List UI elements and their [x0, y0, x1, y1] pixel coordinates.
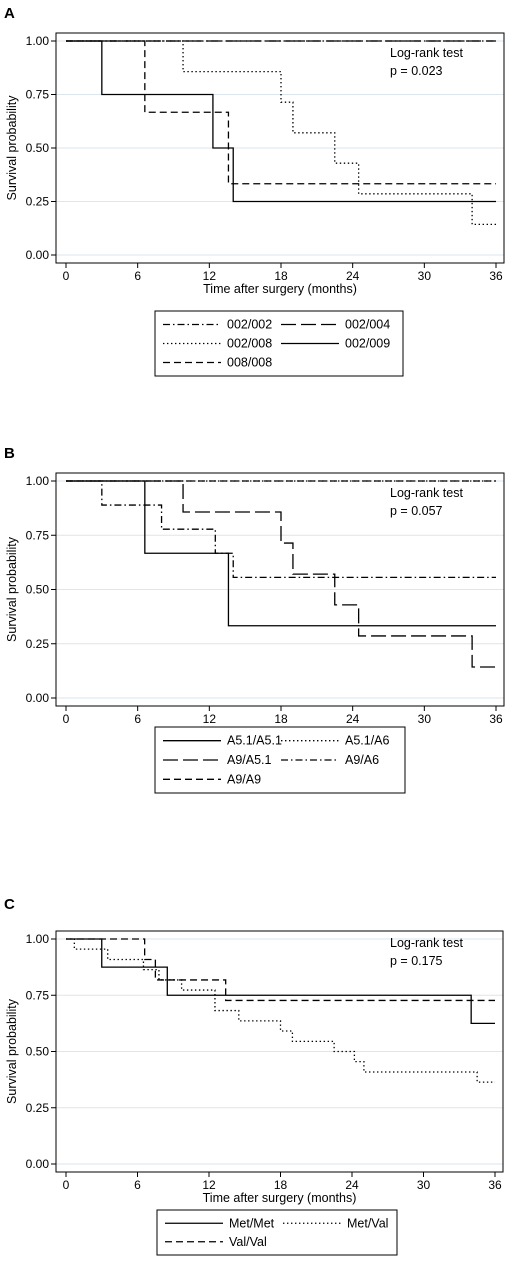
- y-tick-label: 1.00: [26, 34, 50, 48]
- logrank-annotation: Log-rank test: [390, 46, 463, 60]
- logrank-annotation: p = 0.057: [390, 504, 443, 518]
- x-tick-label: 0: [63, 712, 70, 726]
- x-tick-label: 36: [489, 269, 503, 283]
- x-tick-label: 36: [488, 1178, 502, 1192]
- x-tick-label: 6: [134, 712, 141, 726]
- series-line-A5.1/A5.1: [66, 480, 496, 627]
- panel-label: B: [4, 445, 15, 462]
- y-axis-title: Survival probability: [5, 95, 19, 201]
- y-tick-label: 0.50: [26, 583, 50, 597]
- y-tick-label: 0.75: [26, 988, 50, 1002]
- panel-label: A: [4, 5, 15, 22]
- x-tick-label: 24: [346, 712, 360, 726]
- legend-label: 002/008: [227, 337, 272, 351]
- x-tick-label: 6: [134, 1178, 141, 1192]
- series-line-Met/Met: [66, 938, 495, 1025]
- km-chart-a: A 0.00 0.25 0.50 0.75 1.00 0 6 12 18 24 30 36 Time af…: [4, 5, 505, 377]
- panel-label: C: [4, 896, 15, 913]
- y-tick-label: 0.00: [26, 1157, 50, 1171]
- legend-label: Val/Val: [229, 1235, 267, 1249]
- legend-box: [156, 1209, 398, 1256]
- legend-label: A5.1/A6: [345, 734, 390, 748]
- panel-c: C 0.00 0.25 0.50 0.75 1.00 0 6 12 18 24 30 36 Time af…: [0, 884, 511, 1284]
- logrank-annotation: Log-rank test: [390, 936, 463, 950]
- y-axis-title: Survival probability: [5, 536, 19, 642]
- x-tick-label: 12: [202, 1178, 216, 1192]
- y-tick-label: 1.00: [26, 932, 50, 946]
- x-tick-label: 36: [489, 712, 503, 726]
- x-axis-title: Time after surgery (months): [203, 1191, 357, 1205]
- legend-label: Met/Met: [229, 1216, 275, 1230]
- x-tick-label: 18: [274, 1178, 288, 1192]
- x-tick-label: 30: [418, 712, 432, 726]
- y-tick-label: 0.00: [26, 248, 50, 262]
- series-line-A9/A6: [66, 480, 496, 578]
- x-tick-label: 18: [274, 712, 288, 726]
- km-chart-c: C 0.00 0.25 0.50 0.75 1.00 0 6 12 18 24 30 36 Time af…: [4, 896, 504, 1256]
- x-tick-label: 12: [203, 269, 217, 283]
- x-tick-label: 0: [63, 1178, 70, 1192]
- x-tick-label: 24: [345, 1178, 359, 1192]
- y-tick-label: 1.00: [26, 474, 50, 488]
- legend-label: 002/002: [227, 318, 272, 332]
- series-line-002/009: [66, 40, 496, 203]
- y-tick-label: 0.25: [26, 195, 50, 209]
- x-tick-label: 12: [203, 712, 217, 726]
- y-tick-label: 0.25: [26, 1101, 50, 1115]
- y-tick-label: 0.50: [26, 141, 50, 155]
- y-axis-title: Survival probability: [5, 998, 19, 1104]
- logrank-annotation: Log-rank test: [390, 486, 463, 500]
- panel-a: A 0.00 0.25 0.50 0.75 1.00 0 6 12 18 24 30 36 Time af…: [0, 0, 511, 400]
- legend-label: 002/004: [345, 318, 390, 332]
- y-tick-label: 0.25: [26, 637, 50, 651]
- legend-label: A9/A9: [227, 772, 261, 786]
- legend-label: 008/008: [227, 356, 272, 370]
- legend-label: A9/A6: [345, 753, 379, 767]
- x-tick-label: 6: [134, 269, 141, 283]
- series-line-008/008: [66, 40, 496, 185]
- series-line-Met/Val: [66, 938, 495, 1083]
- series-line-A9/A5.1: [66, 480, 496, 668]
- y-tick-label: 0.75: [26, 88, 50, 102]
- legend-label: Met/Val: [347, 1216, 388, 1230]
- legend-label: A9/A5.1: [227, 753, 272, 767]
- x-axis-title: Time after surgery (months): [203, 282, 357, 296]
- logrank-annotation: p = 0.023: [390, 64, 443, 78]
- legend-label: A5.1/A5.1: [227, 734, 282, 748]
- logrank-annotation: p = 0.175: [390, 954, 443, 968]
- series-line-Val/Val: [66, 938, 495, 1002]
- y-tick-label: 0.50: [26, 1045, 50, 1059]
- legend-label: 002/009: [345, 337, 390, 351]
- y-tick-label: 0.00: [26, 691, 50, 705]
- x-tick-label: 0: [63, 269, 70, 283]
- x-tick-label: 30: [418, 269, 432, 283]
- x-tick-label: 30: [417, 1178, 431, 1192]
- x-tick-label: 24: [346, 269, 360, 283]
- x-tick-label: 18: [274, 269, 288, 283]
- y-tick-label: 0.75: [26, 528, 50, 542]
